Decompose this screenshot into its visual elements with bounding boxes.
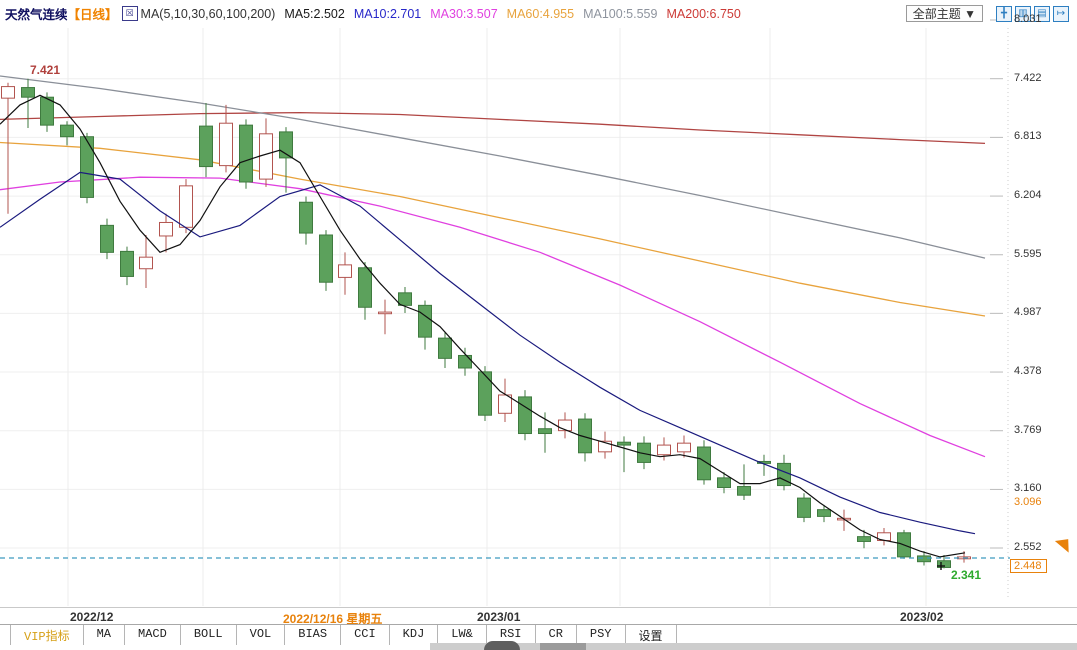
go-latest-icon[interactable]: ↦ bbox=[1053, 5, 1069, 22]
chevron-down-icon: ▼ bbox=[964, 7, 976, 21]
tab-ma[interactable]: MA bbox=[84, 625, 126, 645]
tab-[interactable]: 设置 bbox=[626, 625, 677, 645]
y-axis-label: 3.769 bbox=[1014, 424, 1042, 436]
selected-date-label: 2022/12/16 星期五 bbox=[283, 612, 383, 626]
x-axis-label: 2023/02 bbox=[900, 610, 944, 624]
ma-value-5: MA200:6.750 bbox=[666, 6, 741, 21]
y-axis-label: 6.204 bbox=[1014, 189, 1042, 201]
chart-header: 天然气连续 【日线】 ☒ MA(5,10,30,60,100,200) MA5:… bbox=[0, 0, 1077, 27]
chart-toolbar: ╋ ▥ ▤ ↦ bbox=[993, 5, 1069, 22]
scrollbar-thumb[interactable] bbox=[540, 643, 586, 650]
tab-vol[interactable]: VOL bbox=[237, 625, 286, 645]
zoom-range-icon[interactable]: ▥ bbox=[1015, 5, 1031, 22]
ma-legend: MA5:2.502 MA10:2.701 MA30:3.507 MA60:4.955 M… bbox=[275, 7, 740, 21]
fit-chart-icon[interactable]: ▤ bbox=[1034, 5, 1050, 22]
marked-high-label: 7.421 bbox=[30, 63, 61, 77]
y-axis-label: 5.595 bbox=[1014, 248, 1042, 260]
marked-low-label: 2.341 bbox=[951, 568, 982, 582]
y-axis-label: 3.160 bbox=[1014, 482, 1042, 494]
ma-value-1: MA10:2.701 bbox=[353, 6, 422, 21]
latest-price-label: 2.448 bbox=[1010, 559, 1047, 573]
y-axis-label: 3.096 bbox=[1014, 496, 1042, 508]
ma-group-label: MA(5,10,30,60,100,200) bbox=[140, 6, 276, 21]
ma-value-4: MA100:5.559 bbox=[583, 6, 658, 21]
x-axis: 2022/12 2022/12/16 星期五 2023/01 2023/02 bbox=[0, 607, 1077, 626]
y-axis-label: 4.987 bbox=[1014, 306, 1042, 318]
instrument-title: 天然气连续 bbox=[5, 8, 68, 22]
ma-value-2: MA30:3.507 bbox=[430, 6, 498, 21]
x-axis-label: 2022/12 bbox=[70, 610, 114, 624]
tab-psy[interactable]: PSY bbox=[577, 625, 626, 645]
tab-bias[interactable]: BIAS bbox=[285, 625, 342, 645]
indicator-tabbar: VIP指标 MA MACD BOLL VOL BIAS CCI KDJ LW& RSI CR PSY 设… bbox=[0, 624, 1077, 645]
y-axis-label: 6.813 bbox=[1014, 130, 1042, 142]
tab-kdj[interactable]: KDJ bbox=[390, 625, 439, 645]
y-axis-label: 8.031 bbox=[1014, 13, 1042, 25]
pan-crosshair-icon[interactable]: ╋ bbox=[996, 5, 1012, 22]
ma-value-3: MA60:4.955 bbox=[506, 6, 575, 21]
tab-cci[interactable]: CCI bbox=[341, 625, 390, 645]
y-axis-label: 7.422 bbox=[1014, 72, 1042, 84]
tab-rsi[interactable]: RSI bbox=[487, 625, 536, 645]
tab-boll[interactable]: BOLL bbox=[181, 625, 237, 645]
tab-cr[interactable]: CR bbox=[536, 625, 577, 645]
x-axis-label: 2023/01 bbox=[477, 610, 521, 624]
chart-style-icon[interactable]: ☒ bbox=[121, 6, 138, 21]
horizontal-scrollbar[interactable] bbox=[430, 643, 1077, 650]
tab-lw[interactable]: LW& bbox=[438, 625, 487, 645]
theme-select-button[interactable]: 全部主题 ▼ bbox=[905, 5, 983, 22]
tab-macd[interactable]: MACD bbox=[125, 625, 181, 645]
period-label: 【日线】 bbox=[67, 8, 118, 22]
tabbar-lead bbox=[0, 625, 11, 645]
panel-drag-handle[interactable] bbox=[484, 641, 520, 650]
y-axis-label: 2.552 bbox=[1014, 541, 1042, 553]
ma-value-0: MA5:2.502 bbox=[284, 6, 345, 21]
tab-vip[interactable]: VIP指标 bbox=[11, 625, 84, 645]
y-axis-label: 4.378 bbox=[1014, 365, 1042, 377]
